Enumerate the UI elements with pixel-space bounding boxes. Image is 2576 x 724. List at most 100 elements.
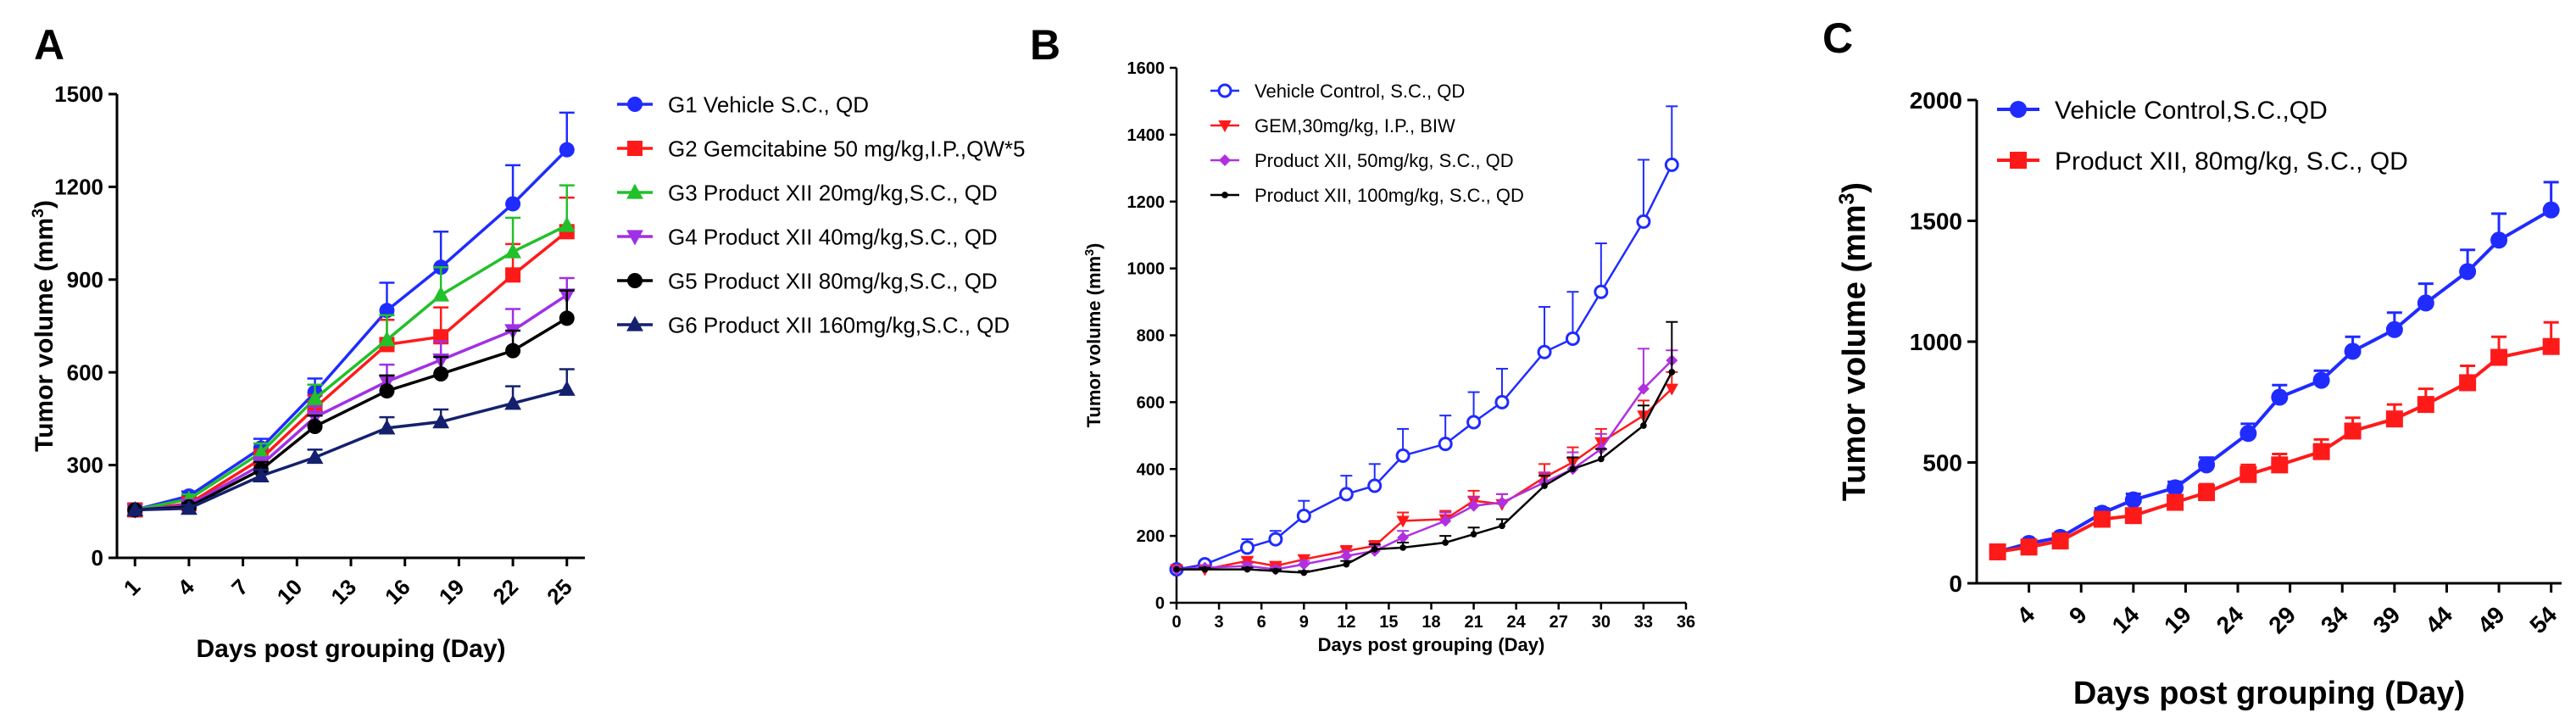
data-point [1300,569,1308,576]
legend-marker [627,273,643,288]
data-point [1439,515,1452,527]
data-point [505,343,521,359]
legend-marker [1217,83,1232,98]
y-tick-label: 600 [67,359,103,385]
series-line [1997,344,2552,554]
x-tick-label: 6 [1257,613,1266,632]
data-point [504,394,521,410]
x-tick-label: 22 [487,574,523,610]
legend-marker [626,183,643,199]
data-point [1340,549,1353,562]
series-line [1176,164,1673,571]
series-line [135,230,568,512]
data-point [1541,482,1548,489]
legend-marker [1218,120,1232,133]
data-point [2167,479,2184,497]
series-line [1177,387,1673,571]
x-tick-label: 39 [2368,601,2406,638]
data-point [1637,382,1650,395]
data-point [1201,565,1209,573]
series-line [1997,208,2552,554]
legend-label: Product XII, 50mg/kg, S.C., QD [1255,150,1514,171]
data-point [252,443,270,459]
data-point [2198,484,2216,502]
y-axis-label: Tumor volume (mm3) [1083,243,1104,428]
data-point [1668,369,1676,376]
data-point [1239,540,1255,555]
y-tick-label: 0 [1949,571,1962,597]
x-tick-label: 1 [119,574,145,600]
y-tick-label: 0 [1155,594,1165,613]
series-line [134,224,568,512]
data-point [1338,487,1354,502]
x-axis-label: Days post grouping (Day) [1318,634,1545,655]
data-point [1989,543,2006,560]
data-point [1565,331,1580,346]
data-point [2542,201,2560,219]
data-point [1594,284,1609,299]
legend-item-1: G1 Vehicle S.C., QD [617,92,869,117]
data-point [126,501,144,517]
panel-a-label: A [34,21,64,69]
y-tick-label: 500 [1922,449,1962,476]
x-tick-label: 19 [2159,601,2196,638]
data-point [1173,565,1180,573]
data-point [1537,344,1552,359]
x-axis-label: Days post grouping (Day) [2073,676,2465,711]
data-point [2542,337,2560,355]
data-point [2051,532,2069,550]
x-tick-label: 25 [542,574,577,610]
x-tick-label: 7 [226,574,253,600]
data-point [1268,532,1283,547]
legend-label: G3 Product XII 20mg/kg,S.C., QD [668,180,998,205]
data-point [505,267,521,283]
panel-a-plot: 0 300 600 900 1200 1500 1 4 7 10 13 16 19 22 25 Days po… [29,81,1025,663]
data-point [307,419,323,435]
series-2 [127,196,575,518]
data-point [378,419,396,435]
data-point [2020,538,2038,556]
x-tick-label: 4 [173,574,200,601]
data-point [2124,491,2142,509]
data-point [1395,448,1410,463]
legend-item-2: Product XII, 80mg/kg, S.C., QD [1997,148,2408,175]
y-tick-label: 1500 [54,81,103,107]
y-tick-label: 1000 [1127,260,1166,279]
panel-b-label: B [1030,21,1060,69]
y-tick-label: 1200 [1127,193,1166,212]
y-tick-label: 400 [1137,460,1165,479]
series-line [1176,359,1673,571]
x-tick-label: 44 [2420,601,2457,638]
legend-marker [1221,192,1228,198]
x-tick-label: 21 [1464,613,1483,632]
data-point [1470,531,1477,538]
data-point [1665,383,1679,396]
data-point [2417,294,2434,312]
legend-label: Vehicle Control,S.C.,QD [2055,97,2328,125]
data-point [181,499,198,515]
data-point [559,142,575,158]
legend-item-6: G6 Product XII 160mg/kg,S.C., QD [617,312,1010,337]
data-point [433,366,449,382]
data-point [379,383,395,399]
data-point [1296,508,1311,523]
y-tick-label: 1000 [1910,329,1962,355]
data-point [2312,371,2330,389]
data-point [432,286,450,302]
data-point [1569,465,1577,473]
data-point [1597,455,1605,463]
series-4 [126,276,576,519]
legend-label: GEM,30mg/kg, I.P., BIW [1255,115,1455,136]
legend-marker [626,230,643,246]
legend-item-4: Product XII, 100mg/kg, S.C., QD [1210,185,1524,206]
data-point [2239,425,2257,443]
series-line [135,387,568,512]
legend-marker [627,97,643,112]
series-line [134,148,569,512]
data-point [1243,565,1251,573]
y-tick-label: 900 [67,267,103,292]
legend-label: Product XII, 100mg/kg, S.C., QD [1255,185,1524,206]
series-6 [126,368,576,517]
x-tick-label: 16 [380,574,415,610]
